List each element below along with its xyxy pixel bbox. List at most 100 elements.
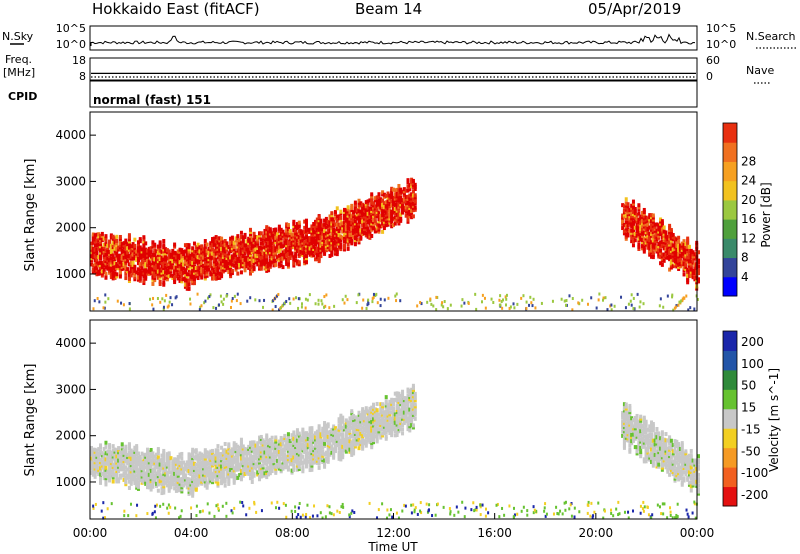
heatmap-cell (274, 439, 278, 444)
heatmap-cell (294, 440, 298, 445)
heatmap-cell (272, 299, 275, 303)
heatmap-cell (97, 457, 101, 462)
heatmap-cell (165, 271, 169, 276)
heatmap-cell (317, 218, 321, 223)
heatmap-cell (324, 456, 328, 461)
heatmap-cell (323, 295, 326, 299)
heatmap-cell (684, 254, 688, 259)
heatmap-cell (225, 462, 229, 467)
heatmap-cell (205, 481, 209, 486)
heatmap-cell (250, 250, 254, 255)
heatmap-cell (192, 480, 196, 485)
heatmap-cell (194, 253, 198, 258)
heatmap-cell (207, 451, 211, 456)
heatmap-cell (183, 473, 187, 478)
heatmap-cell (149, 464, 153, 469)
heatmap-cell (200, 267, 204, 272)
heatmap-cell (286, 248, 290, 253)
heatmap-cell (335, 252, 339, 257)
heatmap-cell (366, 199, 370, 204)
heatmap-cell (315, 250, 319, 255)
heatmap-cell (254, 257, 258, 262)
heatmap-cell (250, 237, 254, 242)
heatmap-cell (102, 255, 106, 260)
heatmap-cell (156, 478, 160, 483)
heatmap-cell (185, 265, 189, 270)
freq-tick-bottom: 8 (79, 70, 86, 83)
heatmap-cell (113, 462, 117, 467)
heatmap-cell (324, 239, 328, 244)
heatmap-cell (117, 466, 121, 471)
heatmap-cell (189, 276, 193, 281)
heatmap-cell (238, 445, 242, 450)
heatmap-cell (142, 235, 146, 240)
heatmap-cell (167, 486, 171, 491)
heatmap-cell (205, 271, 209, 276)
heatmap-cell (245, 262, 249, 267)
heatmap-cell (330, 219, 334, 224)
heatmap-cell (413, 186, 417, 191)
heatmap-cell (265, 250, 269, 255)
heatmap-cell (147, 466, 151, 471)
heatmap-cell (214, 452, 218, 457)
heatmap-cell (108, 252, 112, 257)
heatmap-cell (651, 242, 655, 247)
heatmap-cell (108, 268, 112, 273)
heatmap-cell (250, 448, 254, 453)
heatmap-cell (131, 260, 135, 265)
heatmap-cell (290, 234, 294, 239)
heatmap-cell (192, 449, 196, 454)
heatmap-cell (386, 212, 390, 217)
heatmap-cell (288, 461, 292, 466)
heatmap-cell (218, 244, 222, 249)
heatmap-cell (162, 238, 166, 243)
heatmap-cell (410, 215, 414, 220)
heatmap-cell (127, 279, 131, 284)
heatmap-cell (267, 261, 271, 266)
heatmap-cell (227, 473, 231, 478)
heatmap-cell (156, 482, 160, 487)
heatmap-cell (158, 468, 162, 473)
heatmap-cell (138, 459, 142, 464)
heatmap-cell (657, 229, 661, 234)
heatmap-cell (279, 259, 283, 264)
heatmap-cell (290, 443, 294, 448)
heatmap-cell (263, 471, 267, 476)
heatmap-cell (138, 272, 142, 277)
heatmap-cell (368, 217, 372, 222)
heatmap-cell (203, 479, 207, 484)
heatmap-cell (104, 457, 108, 462)
heatmap-cell (133, 250, 137, 255)
heatmap-cell (200, 260, 204, 265)
heatmap-cell (160, 459, 164, 464)
heatmap-cell (220, 249, 224, 254)
heatmap-cell (252, 265, 256, 270)
heatmap-cell (155, 461, 159, 466)
heatmap-cell (189, 465, 193, 470)
heatmap-cell (135, 450, 139, 455)
heatmap-cell (442, 305, 445, 309)
heatmap-cell (323, 249, 327, 254)
figure-title: Hokkaido East (fitACF) (92, 0, 260, 18)
heatmap-cell (277, 253, 281, 258)
heatmap-cell (135, 255, 139, 260)
heatmap-cell (317, 242, 321, 247)
heatmap-cell (320, 299, 323, 303)
heatmap-cell (379, 304, 382, 308)
heatmap-cell (202, 249, 206, 254)
heatmap-cell (247, 471, 251, 476)
heatmap-cell (149, 452, 153, 457)
heatmap-cell (183, 261, 187, 266)
heatmap-cell (147, 269, 151, 274)
heatmap-cell (238, 238, 242, 243)
heatmap-cell (384, 214, 388, 219)
heatmap-cell (209, 270, 213, 275)
heatmap-cell (164, 464, 168, 469)
heatmap-cell (333, 243, 337, 248)
heatmap-cell (285, 261, 289, 266)
heatmap-cell (390, 224, 394, 229)
heatmap-cell (252, 448, 256, 453)
heatmap-cell (375, 209, 379, 214)
heatmap-cell (267, 226, 271, 231)
heatmap-cell (373, 206, 377, 211)
